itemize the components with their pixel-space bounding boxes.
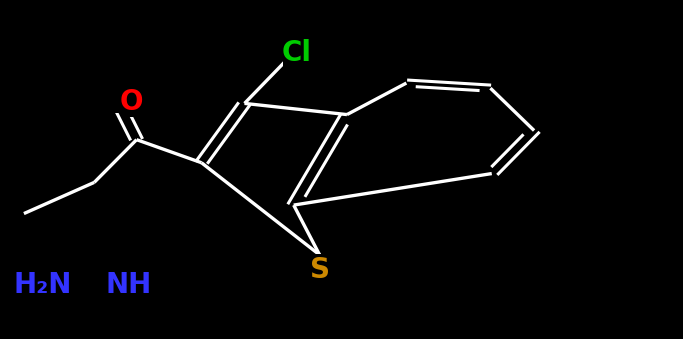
FancyBboxPatch shape: [109, 270, 147, 300]
Text: S: S: [309, 256, 330, 283]
FancyBboxPatch shape: [16, 270, 68, 300]
FancyBboxPatch shape: [122, 86, 141, 117]
FancyBboxPatch shape: [309, 254, 330, 285]
FancyBboxPatch shape: [283, 37, 311, 68]
Text: O: O: [120, 88, 143, 116]
Text: NH: NH: [105, 271, 152, 299]
FancyBboxPatch shape: [283, 36, 311, 63]
FancyBboxPatch shape: [107, 85, 126, 113]
Text: Cl: Cl: [282, 39, 312, 66]
Text: H₂N: H₂N: [13, 271, 72, 299]
FancyBboxPatch shape: [310, 256, 329, 283]
